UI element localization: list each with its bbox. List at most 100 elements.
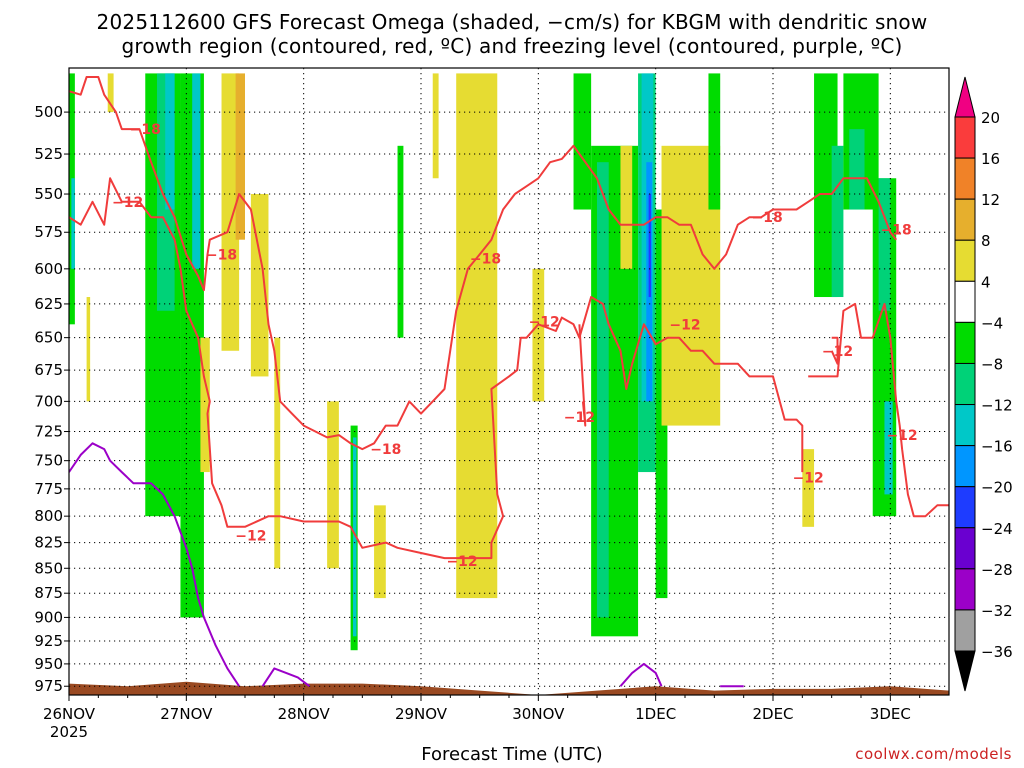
colorbar-label: −20: [981, 479, 1013, 497]
y-tick-label: 800: [34, 507, 63, 525]
y-tick-label: 900: [34, 608, 63, 626]
colorbar-swatch: [954, 321, 976, 364]
colorbar-label: 20: [981, 109, 1000, 127]
colorbar-label: −16: [981, 438, 1013, 456]
contour-label: −12: [886, 428, 917, 444]
omega-region: [532, 268, 545, 402]
y-tick-label: 500: [34, 103, 63, 121]
colorbar-swatch: [954, 239, 976, 282]
x-tick-label: 2DEC: [752, 705, 793, 723]
contours: −12 −12 −12 −12 −12 −12 −12 −12 −12 −18 −18 −18 −18 −…: [69, 76, 949, 688]
contour-label: −18: [881, 222, 912, 238]
colorbar: 20 16 12 8 4 −4 −8 −12 −16 −20 −24 −28 −32 −36: [954, 76, 1013, 692]
colorbar-label: 16: [981, 150, 1000, 168]
contour-label: −12: [793, 471, 824, 487]
y-tick-label: 950: [34, 655, 63, 673]
x-tick-label: 1DEC: [635, 705, 676, 723]
x-tick-label: 3DEC: [870, 705, 911, 723]
contour-line: [69, 76, 897, 451]
colorbar-swatch: [954, 362, 976, 406]
y-tick-label: 750: [34, 452, 63, 470]
contour-label: −18: [206, 247, 237, 263]
omega-region: [620, 145, 633, 269]
omega-region: [374, 505, 386, 599]
contour-label: −12: [669, 317, 700, 333]
omega-region: [107, 73, 114, 113]
omega-region: [597, 162, 609, 618]
credit-link[interactable]: coolwx.com/models: [855, 745, 1012, 763]
colorbar-label: 12: [981, 191, 1000, 209]
contour-label: −12: [822, 344, 853, 360]
x-tick-label: 28NOV: [278, 705, 331, 723]
surface-terrain-fill: [69, 681, 949, 695]
y-tick-label: 875: [34, 584, 63, 602]
colorbar-label: 8: [981, 232, 991, 250]
colorbar-label: −28: [981, 561, 1013, 579]
x-tick-label: 30NOV: [512, 705, 565, 723]
y-tick-label: 525: [34, 145, 63, 163]
contour-line: [808, 302, 949, 518]
contour-label: −12: [235, 528, 266, 544]
omega-region: [165, 73, 175, 210]
colorbar-swatch: [954, 280, 976, 323]
x-axis-label: Forecast Time (UTC): [421, 744, 603, 765]
omega-region: [456, 73, 498, 599]
colorbar-label: −12: [981, 397, 1013, 415]
colorbar-label: −24: [981, 520, 1013, 538]
contour-line: [578, 324, 587, 427]
omega-region: [71, 178, 75, 269]
colorbar-swatch: [954, 568, 976, 611]
contour-label: −12: [529, 315, 560, 331]
colorbar-swatch: [954, 486, 976, 529]
omega-region: [221, 73, 240, 351]
contour-line: [69, 177, 804, 560]
contour-label: −12: [564, 410, 595, 426]
contour-label: −18: [370, 442, 401, 458]
x-tick-label: 26NOV: [43, 705, 96, 723]
colorbar-label: −8: [981, 355, 1003, 373]
contour-label: −12: [112, 195, 143, 211]
y-tick-label: 650: [34, 329, 63, 347]
omega-region: [192, 73, 201, 269]
contour-line: [619, 662, 663, 687]
colorbar-extend-bottom: [954, 650, 976, 692]
colorbar-label: −4: [981, 314, 1003, 332]
y-tick-label: 825: [34, 534, 63, 552]
y-tick-label: 575: [34, 223, 63, 241]
omega-shading: [69, 73, 897, 651]
omega-region: [708, 73, 721, 210]
omega-region: [648, 194, 651, 298]
omega-region: [235, 73, 245, 240]
omega-region: [397, 145, 404, 338]
y-tick-label: 925: [34, 632, 63, 650]
omega-region: [831, 145, 844, 298]
omega-region: [327, 401, 339, 569]
omega-region: [274, 337, 281, 569]
grid: [69, 68, 949, 695]
y-tick-label: 600: [34, 260, 63, 278]
x-tick-label: 29NOV: [395, 705, 448, 723]
surface-terrain: [69, 681, 949, 695]
contour-label: −12: [446, 554, 477, 570]
contour-label: −18: [130, 122, 161, 138]
colorbar-swatch: [954, 198, 976, 241]
colorbar-label: 4: [981, 273, 991, 291]
colorbar-swatch: [954, 527, 976, 570]
y-tick-label: 625: [34, 295, 63, 313]
colorbar-swatch: [954, 445, 976, 488]
colorbar-swatch: [954, 116, 976, 159]
omega-region: [432, 73, 439, 179]
y-tick-label: 550: [34, 185, 63, 203]
omega-region: [802, 449, 815, 527]
y-tick-label: 725: [34, 423, 63, 441]
omega-region: [86, 297, 91, 402]
omega-region: [849, 129, 865, 210]
colorbar-label: −36: [981, 643, 1013, 661]
y-axis: 500 525 550 575 600 625 650 675 700 725 750 775 800 8…: [34, 103, 69, 695]
contour-line: [69, 442, 240, 687]
omega-region: [352, 437, 357, 637]
colorbar-label: −32: [981, 602, 1013, 620]
omega-region: [878, 178, 891, 311]
